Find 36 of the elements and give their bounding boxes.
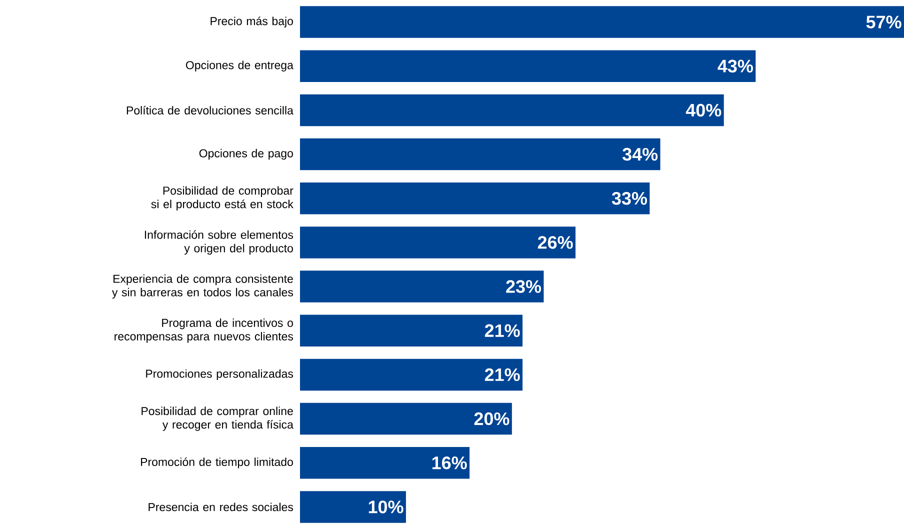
y-tick-label: Información sobre elementos y origen del producto [144, 230, 294, 255]
bar [300, 491, 406, 523]
data-label: 33% [612, 192, 647, 205]
bar [300, 358, 523, 391]
data-label: 26% [538, 236, 573, 249]
y-tick-label: Posibilidad de comprar online y recoger en tienda física [142, 406, 294, 431]
y-tick-label: Programa de incentivos o recompensas para nuevos clientes [114, 318, 294, 343]
y-tick-label: Opciones de pago [199, 148, 293, 160]
y-tick-label: Política de devoluciones sencilla [126, 106, 294, 114]
bar [300, 270, 544, 302]
y-tick-label: Opciones de entrega [186, 60, 294, 72]
bar [300, 50, 756, 82]
data-label: 10% [368, 500, 404, 514]
bar [300, 226, 576, 258]
data-label: 23% [506, 280, 542, 293]
y-tick-label: Presencia en redes sociales [148, 502, 294, 512]
data-label: 16% [432, 456, 467, 470]
data-label: 43% [718, 60, 753, 73]
data-label: 20% [474, 412, 510, 426]
data-label: 21% [484, 324, 520, 337]
bar [300, 138, 660, 170]
bar [300, 182, 650, 214]
data-label: 57% [866, 16, 902, 28]
y-tick-label: Precio más bajo [210, 16, 293, 28]
y-tick-label: Posibilidad de comprobar si el producto está en stock [151, 186, 294, 210]
data-label: 40% [686, 104, 722, 117]
y-tick-label: Experiencia de compra consistente y sin barreras en todos los canales [112, 274, 294, 299]
y-tick-label: Promociones personalizadas [146, 369, 294, 380]
bar [300, 94, 724, 126]
data-label: 34% [622, 148, 658, 161]
bar [300, 402, 512, 435]
bar [300, 314, 523, 346]
bar [300, 6, 904, 38]
data-label: 21% [484, 368, 520, 382]
bar [300, 446, 470, 479]
y-tick-label: Promoción de tiempo limitado [141, 457, 293, 468]
